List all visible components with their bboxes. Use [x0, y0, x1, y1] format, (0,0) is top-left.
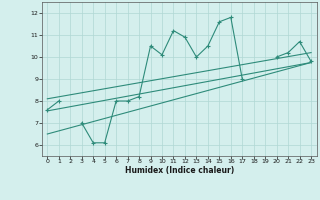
X-axis label: Humidex (Indice chaleur): Humidex (Indice chaleur) [124, 166, 234, 175]
